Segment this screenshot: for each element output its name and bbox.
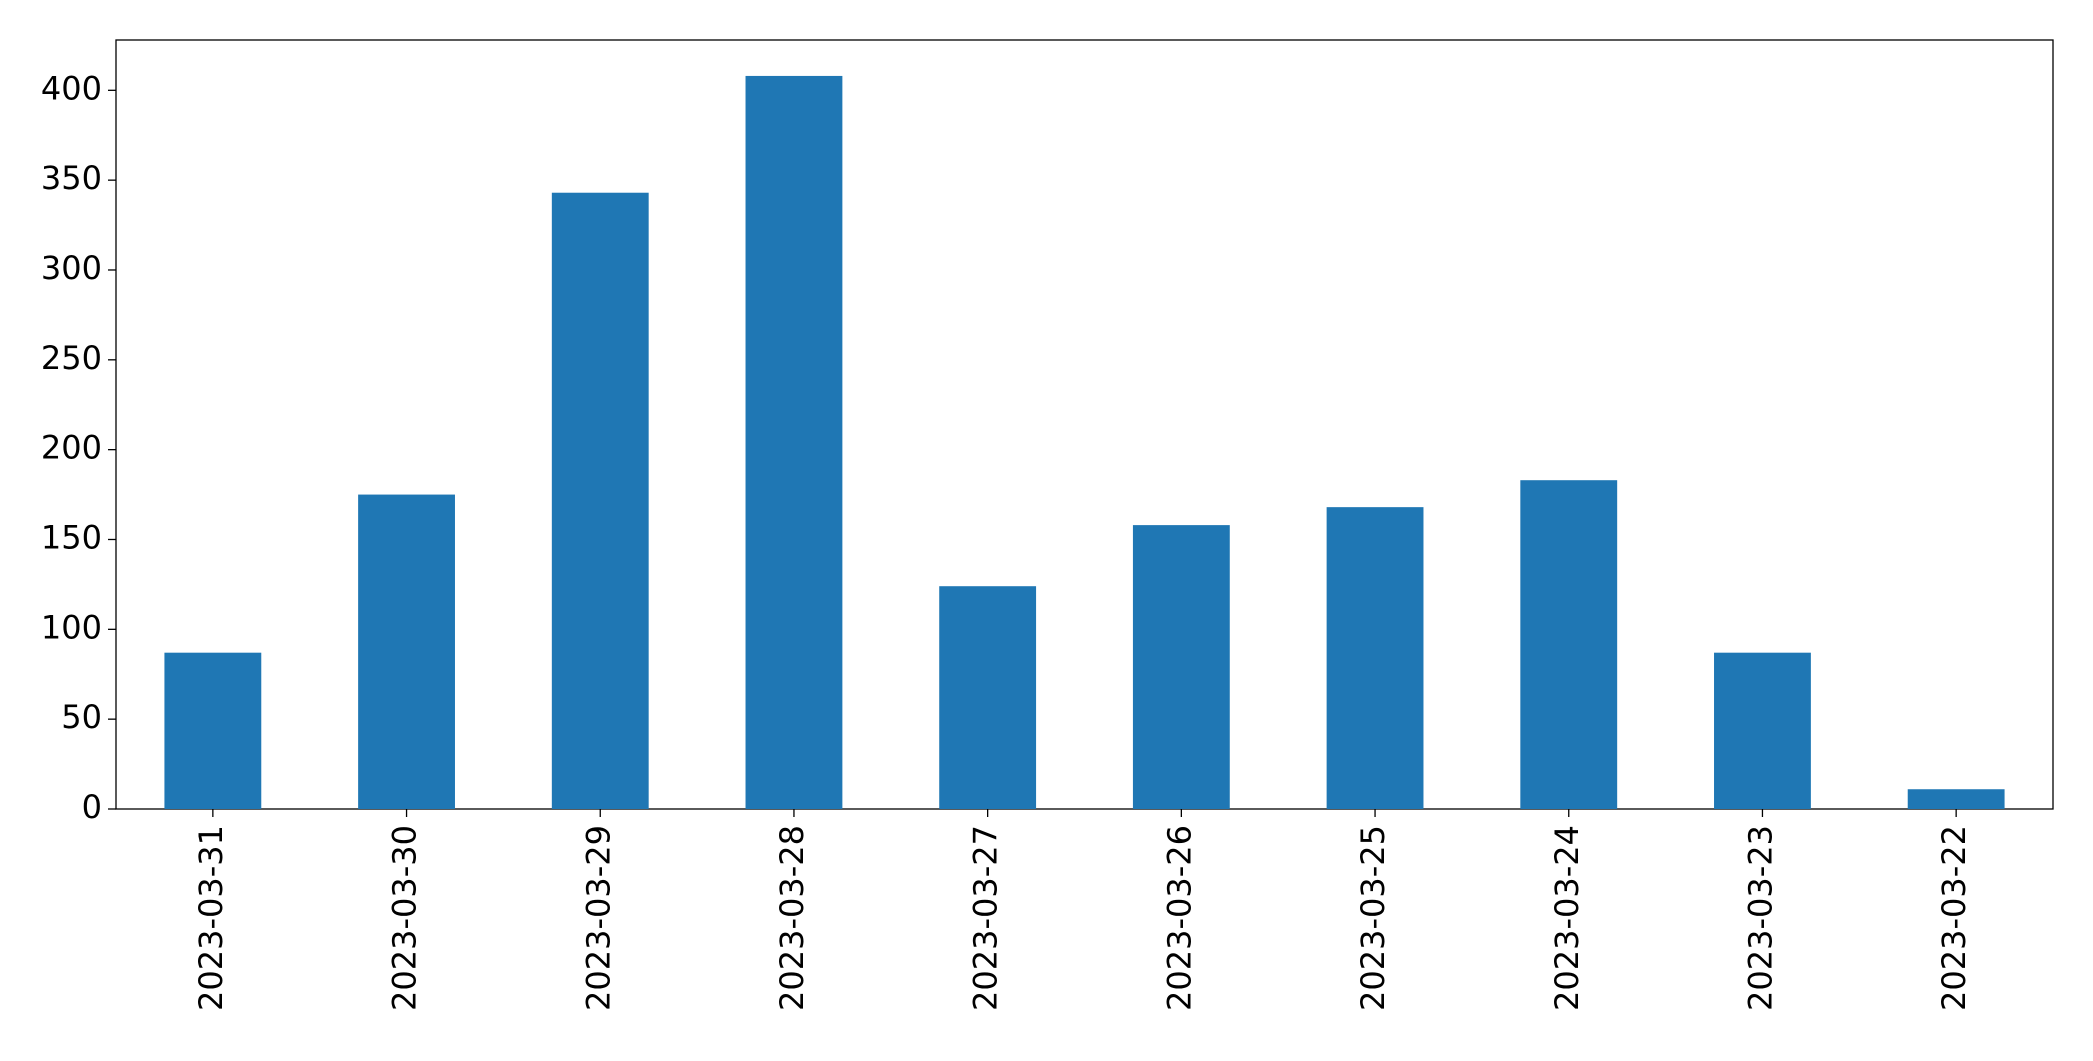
x-tick-label: 2023-03-27 xyxy=(967,825,1005,1011)
x-tick-label: 2023-03-29 xyxy=(579,825,617,1011)
y-tick-label: 100 xyxy=(41,608,102,646)
y-tick-label: 400 xyxy=(41,69,102,107)
y-tick-label: 250 xyxy=(41,339,102,377)
x-tick-label: 2023-03-25 xyxy=(1354,825,1392,1011)
bar xyxy=(358,494,455,809)
bar xyxy=(1132,525,1230,809)
y-tick-label: 50 xyxy=(61,698,102,736)
plot-frame xyxy=(115,39,2054,810)
bar xyxy=(551,192,649,809)
bar xyxy=(1520,480,1618,809)
x-tick-label: 2023-03-22 xyxy=(1935,825,1973,1011)
bar xyxy=(745,75,843,810)
y-tick-label: 0 xyxy=(82,788,102,826)
bar xyxy=(1326,507,1424,809)
bar xyxy=(1714,652,1811,809)
x-tick-label: 2023-03-23 xyxy=(1741,825,1779,1011)
bar xyxy=(939,586,1037,809)
y-tick-label: 200 xyxy=(41,429,102,467)
x-tick-label: 2023-03-24 xyxy=(1548,825,1586,1011)
x-tick-label: 2023-03-31 xyxy=(192,825,230,1011)
x-tick-label: 2023-03-30 xyxy=(386,825,424,1011)
bar xyxy=(1907,789,2005,809)
x-tick-label: 2023-03-28 xyxy=(773,825,811,1011)
bar xyxy=(164,652,262,809)
y-tick-label: 150 xyxy=(41,518,102,556)
y-tick-label: 300 xyxy=(41,249,102,287)
y-tick-label: 350 xyxy=(41,159,102,197)
x-tick-label: 2023-03-26 xyxy=(1160,825,1198,1011)
